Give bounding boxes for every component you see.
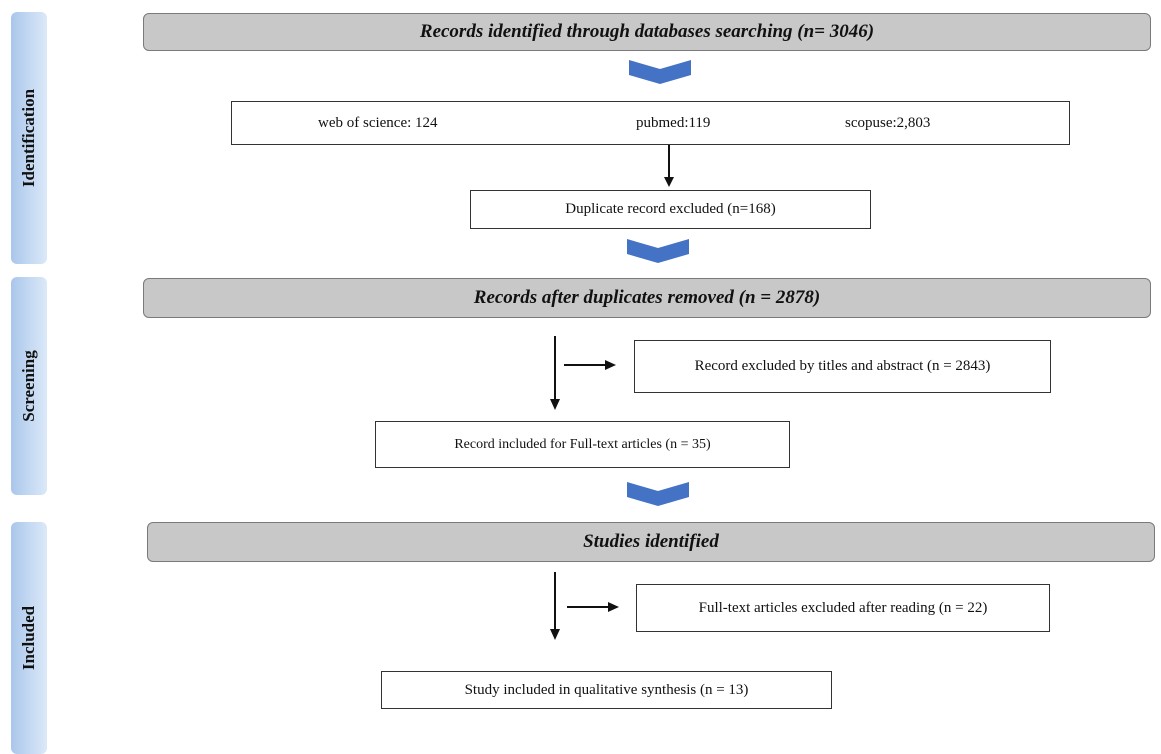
stage-identification-label: Identification [19,88,38,188]
excluded-titles-abstract-box: Record excluded by titles and abstract (… [634,340,1051,393]
arrow-right-icon [567,602,619,612]
stage-screening: Screening [11,277,47,495]
chevron-down-icon [627,482,689,506]
databases-box: web of science: 124 pubmed:119 scopuse:2… [231,101,1070,145]
chevron-down-icon [629,60,691,84]
db-scopus: scopuse:2,803 [845,114,931,131]
header-after-duplicates: Records after duplicates removed (n = 28… [143,278,1151,318]
stage-included: Included [11,522,47,754]
db-web-of-science: web of science: 124 [318,114,438,131]
qualitative-synthesis-box: Study included in qualitative synthesis … [381,671,832,709]
chevron-down-icon [627,239,689,263]
header-records-identified: Records identified through databases sea… [143,13,1151,51]
full-text-included-box: Record included for Full-text articles (… [375,421,790,468]
arrow-right-icon [564,360,616,370]
arrow-down-icon [550,572,560,640]
full-text-excluded-box: Full-text articles excluded after readin… [636,584,1050,632]
header-studies-identified: Studies identified [147,522,1155,562]
stage-included-label: Included [19,605,38,671]
stage-screening-label: Screening [19,350,38,422]
db-pubmed: pubmed:119 [636,114,711,131]
arrow-down-icon [550,336,560,410]
arrow-down-icon [664,145,674,187]
stage-identification: Identification [11,12,47,264]
duplicate-excluded-box: Duplicate record excluded (n=168) [470,190,871,229]
